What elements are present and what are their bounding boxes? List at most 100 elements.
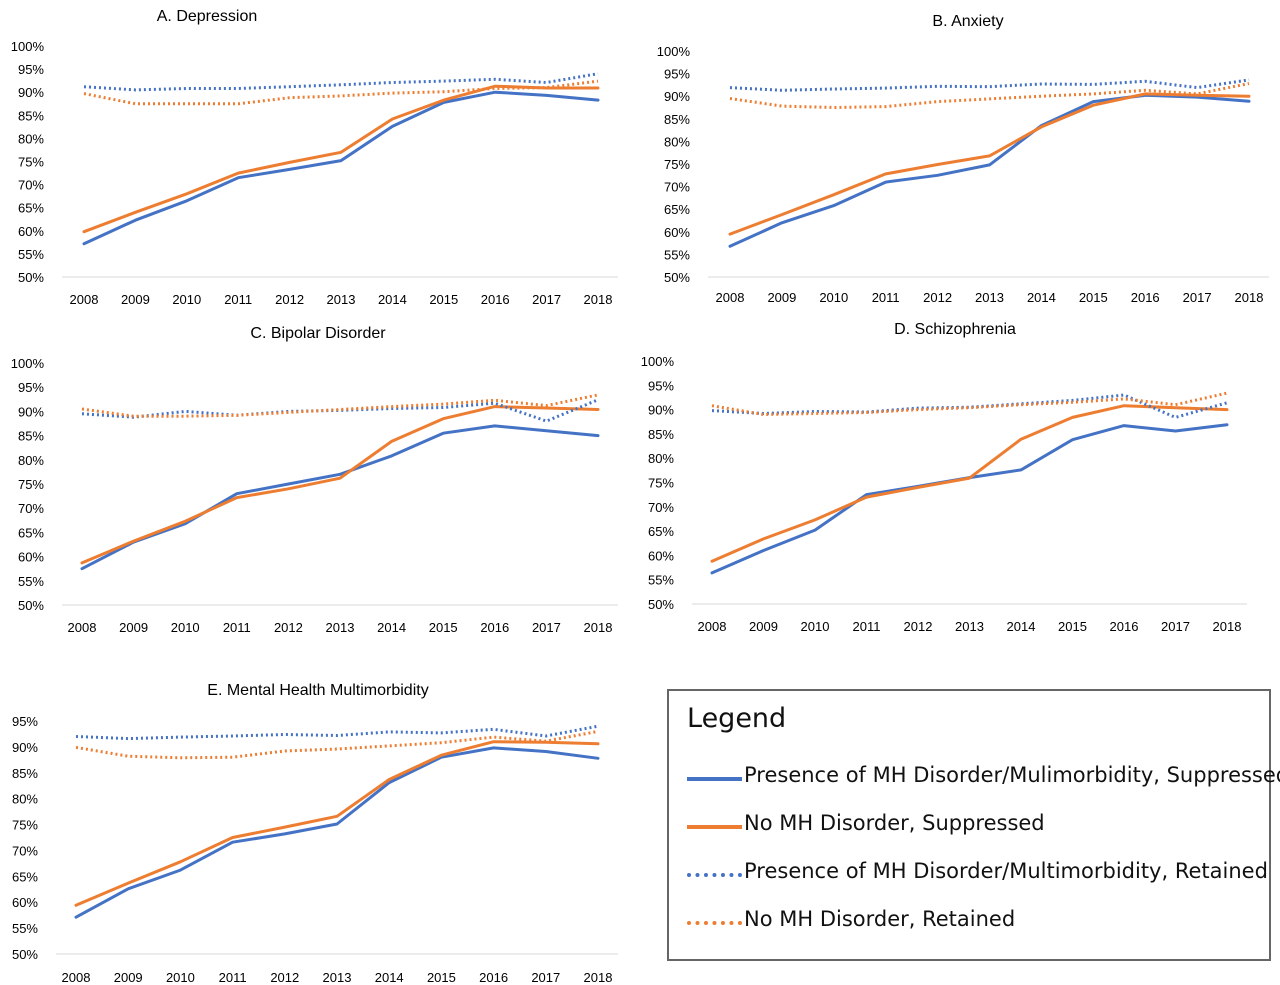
series-line-suppressed xyxy=(80,405,600,565)
series-line-suppressed xyxy=(74,746,600,919)
y-tick-label: 95% xyxy=(18,380,44,395)
series-line-retained xyxy=(711,391,1228,416)
x-tick-label: 2011 xyxy=(872,290,900,305)
y-tick-label: 50% xyxy=(18,270,44,285)
y-tick-label: 60% xyxy=(648,548,674,563)
x-tick-label: 2010 xyxy=(166,970,195,985)
x-tick-label: 2018 xyxy=(1213,619,1242,634)
x-tick-label: 2010 xyxy=(819,290,848,305)
x-tick-label: 2012 xyxy=(904,619,933,634)
legend-item: Presence of MH Disorder/Mulimorbidity, S… xyxy=(687,763,1280,793)
x-tick-label: 2013 xyxy=(326,620,355,635)
legend-item: No MH Disorder, Retained xyxy=(687,907,1267,937)
y-tick-label: 60% xyxy=(12,895,38,910)
x-tick-label: 2012 xyxy=(275,292,304,307)
y-tick-label: 75% xyxy=(18,477,44,492)
x-tick-label: 2009 xyxy=(767,290,796,305)
y-tick-label: 70% xyxy=(664,180,690,195)
chart-panel: C. Bipolar Disorder 50% 55% 60% 65% 70% 75% 80%… xyxy=(11,325,618,635)
x-tick-label: 2010 xyxy=(172,292,201,307)
x-tick-label: 2014 xyxy=(1027,290,1056,305)
chart-title: C. Bipolar Disorder xyxy=(250,325,386,342)
x-tick-label: 2017 xyxy=(1161,619,1190,634)
x-tick-label: 2017 xyxy=(531,970,560,985)
y-tick-label: 75% xyxy=(12,818,38,833)
y-tick-label: 80% xyxy=(18,131,44,146)
x-tick-label: 2018 xyxy=(1235,290,1264,305)
x-tick-label: 2016 xyxy=(1110,619,1139,634)
legend-label: Presence of MH Disorder/Multimorbidity, … xyxy=(744,859,1268,883)
y-tick-label: 55% xyxy=(18,574,44,589)
y-tick-label: 95% xyxy=(12,714,38,729)
y-tick-label: 100% xyxy=(11,39,45,54)
y-tick-label: 100% xyxy=(11,356,45,371)
y-tick-label: 55% xyxy=(648,573,674,588)
y-tick-label: 75% xyxy=(18,155,44,170)
chart-title: A. Depression xyxy=(157,8,258,25)
series-line-retained xyxy=(729,78,1250,92)
y-tick-label: 80% xyxy=(648,451,674,466)
y-tick-label: 90% xyxy=(18,85,44,100)
x-tick-label: 2013 xyxy=(327,292,356,307)
y-tick-label: 60% xyxy=(18,224,44,239)
chart-title: E. Mental Health Multimorbidity xyxy=(207,682,428,699)
x-tick-label: 2010 xyxy=(171,620,200,635)
y-tick-label: 85% xyxy=(664,112,690,127)
y-tick-label: 85% xyxy=(12,766,38,781)
y-tick-label: 70% xyxy=(18,178,44,193)
y-tick-label: 100% xyxy=(641,354,675,369)
series-line-retained xyxy=(83,72,599,92)
chart-panel: E. Mental Health Multimorbidity 50% 55% 60%… xyxy=(12,682,618,985)
x-tick-label: 2014 xyxy=(378,292,407,307)
x-tick-label: 2008 xyxy=(698,619,727,634)
series-line-suppressed xyxy=(82,84,600,234)
x-tick-label: 2015 xyxy=(1079,290,1108,305)
y-tick-label: 50% xyxy=(648,597,674,612)
y-tick-label: 80% xyxy=(18,453,44,468)
x-tick-label: 2018 xyxy=(584,620,613,635)
y-tick-label: 85% xyxy=(18,108,44,123)
legend-swatch-blue-dotted xyxy=(687,873,742,877)
series-line-suppressed xyxy=(728,92,1251,236)
x-tick-label: 2013 xyxy=(975,290,1004,305)
legend-label: Presence of MH Disorder/Mulimorbidity, S… xyxy=(744,763,1280,787)
chart-panel: A. Depression 50% 55% 60% 65% 70% 75% 80% 85% 90%… xyxy=(11,8,618,307)
x-tick-label: 2009 xyxy=(119,620,148,635)
series-line-suppressed xyxy=(74,740,600,907)
x-tick-label: 2017 xyxy=(1183,290,1212,305)
y-tick-label: 65% xyxy=(18,201,44,216)
series-line-suppressed xyxy=(80,424,600,571)
x-tick-label: 2011 xyxy=(853,619,881,634)
x-tick-label: 2016 xyxy=(479,970,508,985)
legend-swatch-blue-solid xyxy=(687,777,742,781)
x-tick-label: 2008 xyxy=(716,290,745,305)
series-line-retained xyxy=(81,398,599,423)
legend-swatch-orange-solid xyxy=(687,825,742,829)
y-tick-label: 75% xyxy=(664,157,690,172)
x-tick-label: 2014 xyxy=(1007,619,1036,634)
x-tick-label: 2010 xyxy=(801,619,830,634)
x-tick-label: 2014 xyxy=(375,970,404,985)
y-tick-label: 70% xyxy=(12,843,38,858)
x-tick-label: 2008 xyxy=(62,970,91,985)
chart-title: D. Schizophrenia xyxy=(894,321,1016,338)
legend-swatch-orange-dotted xyxy=(687,921,742,925)
y-tick-label: 70% xyxy=(648,500,674,515)
legend-title: Legend xyxy=(687,703,787,734)
y-tick-label: 75% xyxy=(648,476,674,491)
x-tick-label: 2018 xyxy=(584,970,613,985)
y-tick-label: 95% xyxy=(18,62,44,77)
series-line-retained xyxy=(75,729,599,760)
y-tick-label: 95% xyxy=(648,378,674,393)
x-tick-label: 2009 xyxy=(114,970,143,985)
legend-label: No MH Disorder, Suppressed xyxy=(744,811,1045,835)
x-tick-label: 2011 xyxy=(224,292,252,307)
x-tick-label: 2018 xyxy=(584,292,613,307)
series-line-suppressed xyxy=(728,93,1251,248)
y-tick-label: 80% xyxy=(12,792,38,807)
chart-panel: B. Anxiety 50% 55% 60% 65% 70% 75% 80% 85% 90% 95%… xyxy=(657,13,1269,305)
y-tick-label: 85% xyxy=(18,429,44,444)
x-tick-label: 2008 xyxy=(70,292,99,307)
x-tick-label: 2016 xyxy=(1131,290,1160,305)
